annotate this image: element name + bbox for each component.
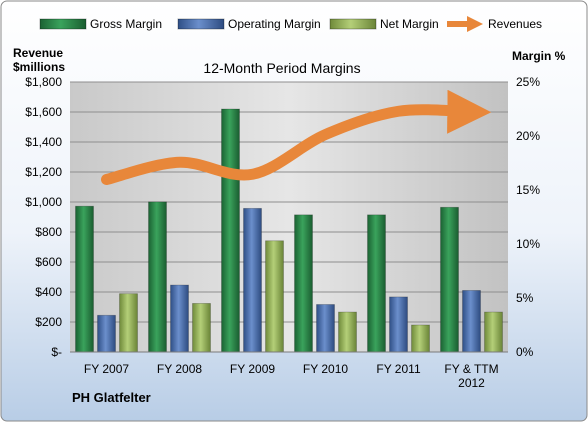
left-tick-label: $-	[51, 345, 62, 359]
revenue-line	[101, 89, 492, 185]
x-tick-label: FY 2008	[157, 362, 202, 376]
bar-gross-margin	[440, 206, 459, 353]
bar-operating-margin	[243, 207, 262, 353]
gridlines	[70, 81, 508, 353]
left-tick-label: $800	[35, 225, 62, 239]
x-tick-label: FY & TTM	[444, 362, 498, 376]
x-tick-label: FY 2011	[376, 362, 421, 376]
bar-net-margin	[192, 302, 211, 353]
plot-area	[70, 82, 508, 352]
bar-net-margin	[411, 324, 430, 353]
right-axis-title: Margin %	[512, 49, 566, 63]
legend-swatch-revenues-arrow	[467, 16, 483, 32]
bar-net-margin	[265, 240, 284, 353]
left-tick-label: $1,800	[25, 75, 62, 89]
bar-operating-margin	[462, 290, 481, 353]
x-tick-label: FY 2010	[303, 362, 348, 376]
bar-operating-margin	[316, 304, 335, 353]
revenue-line-path	[101, 89, 492, 185]
bar-net-margin	[338, 311, 357, 353]
x-tick-label: FY 2009	[230, 362, 275, 376]
left-tick-label: $200	[35, 315, 62, 329]
left-tick-label: $400	[35, 285, 62, 299]
right-tick-label: 0%	[516, 345, 534, 359]
bar-gross-margin	[148, 201, 167, 353]
bar-net-margin	[119, 293, 138, 353]
right-tick-label: 10%	[516, 237, 540, 251]
bar-operating-margin	[389, 296, 408, 353]
company-label: PH Glatfelter	[72, 390, 151, 405]
left-axis-title-line1: Revenue	[13, 46, 63, 60]
left-tick-label: $1,000	[25, 195, 62, 209]
left-tick-label: $600	[35, 255, 62, 269]
bar-gross-margin	[294, 214, 313, 353]
legend-label: Operating Margin	[228, 17, 321, 31]
left-axis-title-line2: $millions	[13, 60, 65, 74]
bar-net-margin	[484, 311, 503, 353]
legend-swatch-operating-margin	[177, 18, 225, 30]
bar-gross-margin	[221, 108, 240, 353]
legend: Gross Margin Operating Margin Net Margin Re…	[39, 16, 542, 32]
legend-label: Revenues	[488, 17, 542, 31]
bar-operating-margin	[170, 284, 189, 353]
left-tick-label: $1,200	[25, 165, 62, 179]
legend-label: Net Margin	[380, 17, 439, 31]
bar-operating-margin	[97, 314, 116, 353]
legend-label: Gross Margin	[90, 17, 162, 31]
axes: $- $200 $400 $600 $800 $1,000 $1,200 $1,400 $1,6…	[25, 75, 540, 390]
x-tick-label: 2012	[458, 376, 485, 390]
right-tick-label: 5%	[516, 291, 534, 305]
right-tick-label: 25%	[516, 75, 540, 89]
bar-gross-margin	[75, 205, 94, 353]
legend-swatch-gross-margin	[39, 18, 87, 30]
left-tick-label: $1,400	[25, 135, 62, 149]
right-tick-label: 15%	[516, 183, 540, 197]
right-tick-label: 20%	[516, 129, 540, 143]
chart-title: 12-Month Period Margins	[203, 60, 360, 76]
left-tick-label: $1,600	[25, 105, 62, 119]
legend-swatch-net-margin	[329, 18, 377, 30]
bar-gross-margin	[367, 214, 386, 353]
x-tick-label: FY 2007	[84, 362, 129, 376]
